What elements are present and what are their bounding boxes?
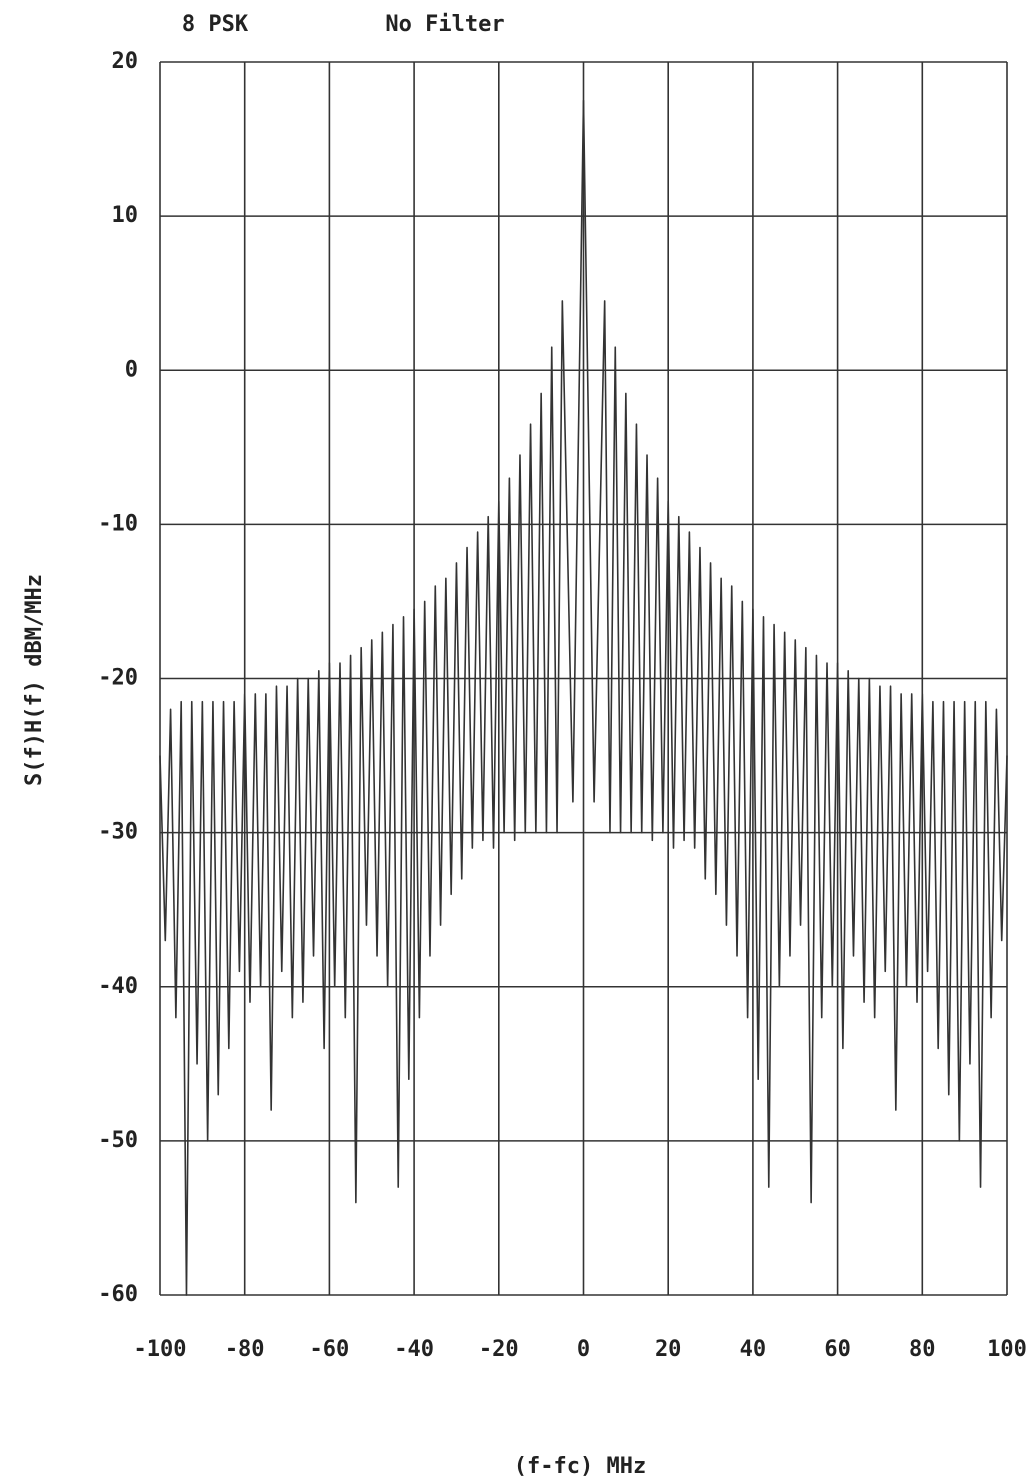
x-tick-label: 40 bbox=[740, 1337, 767, 1362]
y-tick-label: 20 bbox=[112, 49, 139, 74]
y-tick-label: -20 bbox=[98, 666, 138, 691]
x-tick-label: -80 bbox=[225, 1337, 265, 1362]
y-tick-label: -40 bbox=[98, 974, 138, 999]
chart-title: 8 PSK bbox=[182, 12, 249, 37]
chart-subtitle: No Filter bbox=[385, 12, 504, 37]
x-axis-label: (f-fc) MHz bbox=[514, 1454, 646, 1479]
y-axis-label: S(f)H(f) dBM/MHz bbox=[22, 574, 47, 786]
x-tick-label: 80 bbox=[909, 1337, 936, 1362]
y-tick-label: -60 bbox=[98, 1282, 138, 1307]
y-tick-label: 10 bbox=[112, 203, 139, 228]
x-tick-label: 20 bbox=[655, 1337, 682, 1362]
y-tick-label: 0 bbox=[125, 357, 138, 382]
y-tick-label: -30 bbox=[98, 820, 138, 845]
x-tick-label: 60 bbox=[824, 1337, 851, 1362]
x-tick-label: 0 bbox=[577, 1337, 590, 1362]
y-tick-label: -10 bbox=[98, 511, 138, 536]
x-tick-label: 100 bbox=[987, 1337, 1027, 1362]
spectrum-line bbox=[159, 99, 1008, 1296]
y-tick-label: -50 bbox=[98, 1128, 138, 1153]
x-tick-label: -60 bbox=[310, 1337, 350, 1362]
x-tick-label: -40 bbox=[394, 1337, 434, 1362]
x-tick-label: -20 bbox=[479, 1337, 519, 1362]
x-tick-label: -100 bbox=[134, 1337, 187, 1362]
